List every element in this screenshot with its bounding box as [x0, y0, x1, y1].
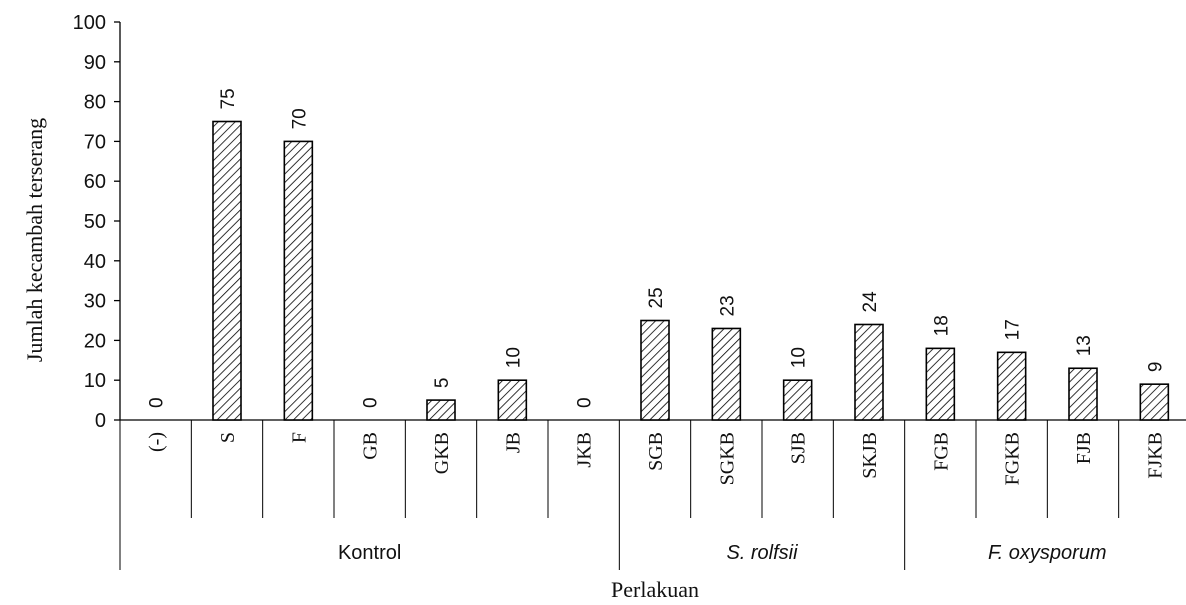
y-tick-label: 10 [84, 370, 106, 392]
bar-FJB [1068, 367, 1098, 421]
bar-FGB [925, 347, 956, 421]
bar-SGB [640, 319, 670, 421]
data-label: 18 [931, 315, 952, 336]
data-label: 0 [575, 397, 596, 408]
data-label: 9 [1145, 362, 1166, 373]
y-tick-label: 100 [73, 12, 106, 34]
data-label: 13 [1074, 335, 1095, 356]
x-tick-label: S [217, 432, 239, 443]
x-tick-label: SGB [645, 432, 667, 471]
x-tick-label: GKB [431, 432, 453, 474]
labels: 01020304050607080901000(-)75S70F0GB5GKB1… [73, 12, 1167, 564]
bar-SJB [782, 379, 813, 421]
group-label: Kontrol [338, 542, 401, 564]
bar-FGKB [996, 351, 1027, 421]
y-tick-label: 30 [84, 291, 106, 313]
bar-GKB [426, 399, 456, 421]
x-tick-label: F [288, 432, 310, 443]
data-label: 75 [218, 88, 239, 109]
data-label: 24 [860, 291, 881, 313]
x-tick-label: SGKB [716, 432, 738, 485]
x-tick-label: FGB [930, 432, 952, 471]
x-tick-label: FJB [1073, 432, 1095, 464]
x-tick-label: GB [360, 432, 382, 460]
data-label: 17 [1003, 319, 1024, 340]
group-label: S. rolfsii [726, 542, 798, 564]
bar-S [212, 120, 242, 421]
data-label: 25 [646, 287, 667, 308]
y-tick-label: 50 [84, 211, 106, 233]
y-tick-label: 20 [84, 330, 106, 352]
bar-F [283, 140, 314, 421]
x-tick-label: FGKB [1002, 432, 1024, 485]
y-axis-title: Jumlah kecambah terserang [22, 118, 47, 362]
x-tick-label: (-) [146, 432, 168, 452]
data-label: 10 [503, 347, 524, 368]
data-label: 0 [147, 397, 168, 408]
data-label: 70 [289, 108, 310, 129]
x-tick-label: SJB [788, 432, 810, 464]
x-tick-label: JKB [574, 432, 596, 468]
bars [212, 120, 1170, 421]
y-tick-label: 0 [95, 410, 106, 432]
x-tick-label: FJKB [1144, 432, 1166, 479]
bar-JB [497, 379, 528, 421]
y-tick-label: 80 [84, 92, 106, 114]
data-label: 0 [361, 397, 382, 408]
data-label: 5 [432, 378, 453, 389]
bar-SKJB [854, 323, 884, 421]
x-axis-title: Perlakuan [611, 577, 699, 602]
y-tick-label: 60 [84, 171, 106, 193]
x-tick-label: SKJB [859, 432, 881, 479]
y-tick-label: 40 [84, 251, 106, 273]
bar-SGKB [711, 327, 742, 421]
bar-FJKB [1139, 383, 1170, 421]
x-tick-label: JB [502, 432, 524, 453]
y-tick-label: 90 [84, 52, 106, 74]
data-label: 23 [717, 295, 738, 316]
group-label: F. oxysporum [988, 542, 1107, 564]
data-label: 10 [789, 347, 810, 368]
y-tick-label: 70 [84, 131, 106, 153]
